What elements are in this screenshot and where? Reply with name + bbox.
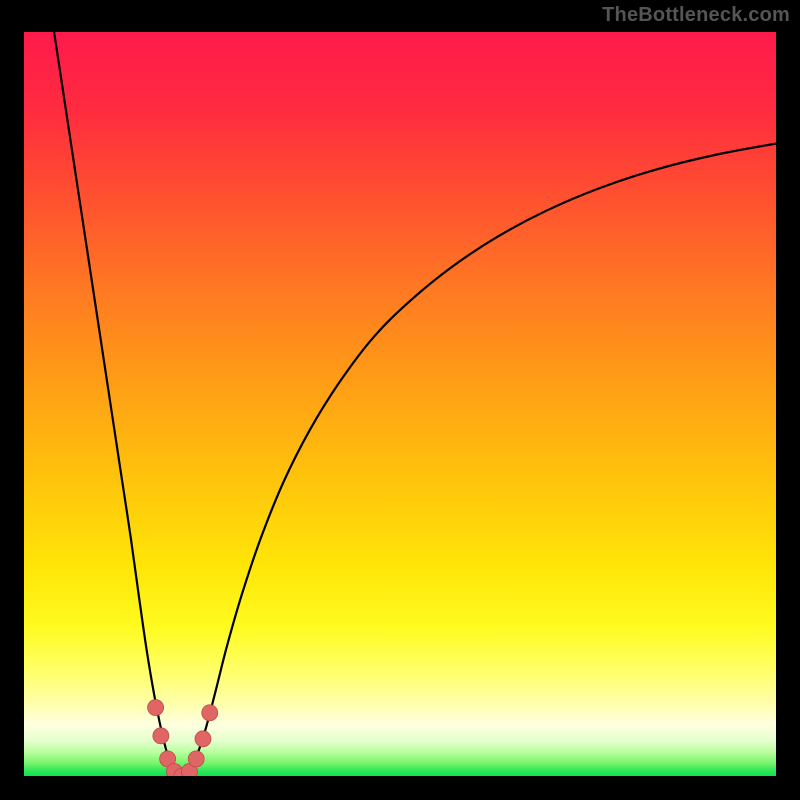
plot-background xyxy=(24,32,776,776)
marker-point xyxy=(153,728,169,744)
watermark-text: TheBottleneck.com xyxy=(602,4,790,27)
marker-point xyxy=(188,751,204,767)
marker-point xyxy=(148,700,164,716)
chart-svg xyxy=(0,0,800,800)
marker-point xyxy=(195,731,211,747)
marker-point xyxy=(202,705,218,721)
chart-root: TheBottleneck.com xyxy=(0,0,800,800)
